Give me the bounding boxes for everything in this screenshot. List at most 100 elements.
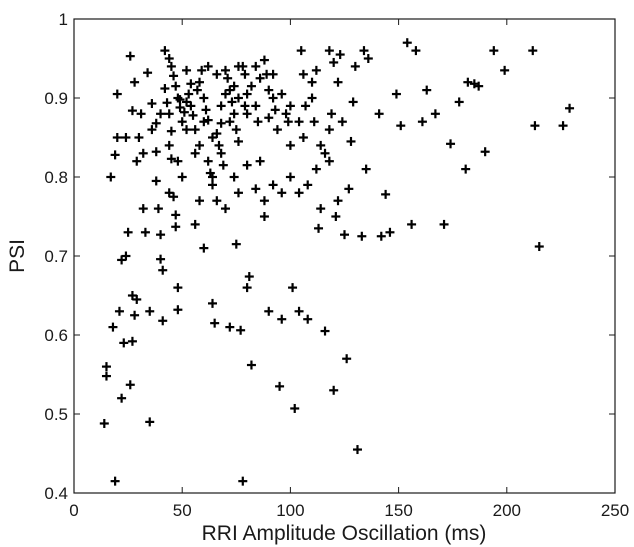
data-point (244, 272, 254, 282)
data-point (112, 89, 122, 99)
data-point (391, 89, 401, 99)
data-point (112, 133, 122, 142)
data-point (337, 117, 347, 127)
data-point (233, 188, 243, 198)
data-point (311, 164, 321, 174)
data-point (376, 231, 386, 241)
data-point (164, 54, 174, 63)
data-point (324, 46, 334, 56)
data-point (268, 69, 278, 79)
data-point (108, 322, 118, 332)
data-point (259, 196, 269, 206)
data-point (294, 306, 304, 316)
data-point (199, 93, 209, 103)
data-point (298, 69, 308, 79)
y-tick-label-6: 1 (59, 10, 68, 29)
data-point (106, 172, 116, 182)
data-point (216, 101, 226, 111)
data-point (190, 148, 200, 158)
data-point (225, 117, 235, 127)
data-point (327, 109, 337, 119)
data-point (164, 109, 174, 119)
data-point (207, 133, 217, 142)
data-point (143, 68, 153, 78)
data-point (220, 65, 230, 75)
data-point (145, 417, 155, 427)
data-point (259, 55, 269, 65)
data-point (528, 46, 538, 56)
data-point (331, 212, 341, 221)
data-point (218, 160, 228, 170)
data-point (294, 117, 304, 127)
y-tick-label-5: 0.9 (44, 89, 68, 108)
data-point (136, 109, 146, 119)
data-point (307, 77, 317, 87)
data-point (99, 418, 109, 428)
data-point (175, 102, 185, 112)
data-point (309, 117, 319, 127)
data-point (489, 46, 499, 56)
data-point (169, 71, 179, 81)
data-point (285, 172, 295, 182)
data-point (357, 231, 367, 241)
data-point (446, 139, 456, 149)
data-point (195, 77, 205, 87)
data-point (277, 89, 287, 99)
data-point (359, 46, 369, 56)
data-point (381, 189, 391, 199)
data-point (272, 125, 282, 135)
data-point (396, 121, 406, 131)
y-tick-label-1: 0.5 (44, 405, 68, 424)
data-point (407, 219, 417, 229)
data-point (311, 65, 321, 75)
data-point (173, 156, 183, 166)
data-point (301, 101, 311, 111)
data-point (385, 227, 395, 237)
data-point (500, 65, 510, 75)
data-point (229, 172, 239, 182)
data-point (203, 61, 213, 71)
data-point (251, 184, 261, 194)
data-point (192, 85, 202, 95)
data-point (352, 445, 362, 455)
axis-ticks (73, 18, 616, 494)
data-point (151, 147, 161, 157)
x-tick-label-5: 250 (601, 501, 629, 520)
data-point (246, 360, 256, 370)
data-point (350, 61, 360, 71)
data-point (268, 180, 278, 190)
data-point (190, 219, 200, 229)
data-point (132, 294, 142, 304)
data-point (101, 362, 111, 372)
y-tick-label-2: 0.6 (44, 326, 68, 345)
data-point (184, 89, 194, 99)
data-point (268, 93, 278, 103)
data-point (430, 109, 440, 119)
data-point (220, 89, 230, 99)
plot-area-frame (73, 18, 616, 494)
data-point (534, 242, 544, 252)
data-point (277, 314, 287, 324)
data-point (140, 227, 150, 237)
data-point (210, 318, 220, 328)
data-point (361, 164, 371, 174)
y-tick-label-4: 0.8 (44, 168, 68, 187)
data-point (316, 204, 326, 214)
data-point (151, 176, 161, 186)
data-point (288, 283, 298, 293)
data-point (402, 38, 412, 48)
data-point (277, 188, 287, 198)
data-point (231, 125, 241, 135)
data-point (363, 54, 373, 63)
data-point (101, 371, 111, 381)
data-point (171, 222, 181, 232)
data-point (110, 476, 120, 486)
data-point (333, 77, 343, 87)
data-point (238, 476, 248, 486)
data-point (281, 109, 291, 119)
data-point (171, 81, 181, 91)
data-point (422, 85, 432, 95)
data-point (130, 310, 140, 320)
data-point (201, 105, 211, 115)
data-point (411, 46, 421, 56)
